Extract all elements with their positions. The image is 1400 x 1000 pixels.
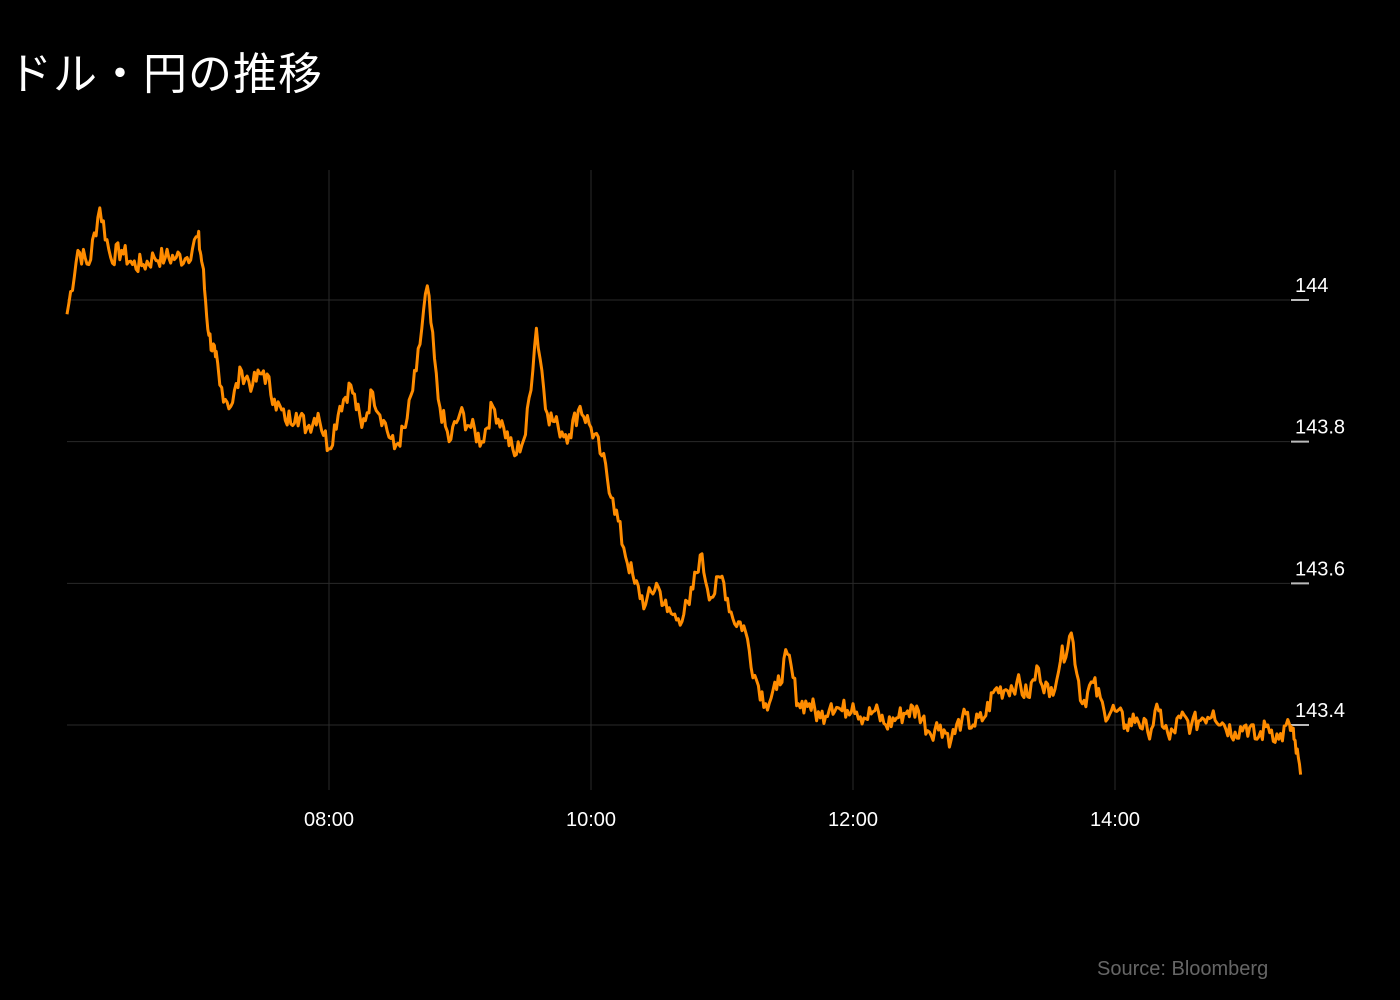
chart-title: ドル・円の推移 xyxy=(8,49,323,100)
x-tick-label: 12:00 xyxy=(828,809,878,831)
x-tick-label: 10:00 xyxy=(566,809,616,831)
y-tick-label: 143.8 xyxy=(1295,417,1345,439)
x-tick-label: 08:00 xyxy=(304,809,354,831)
y-tick-label: 143.6 xyxy=(1295,558,1345,580)
y-tick-label: 144 xyxy=(1295,275,1328,297)
y-tick-label: 143.4 xyxy=(1295,700,1345,722)
source-note: Source: Bloomberg xyxy=(1097,958,1269,980)
grid-layer xyxy=(67,170,1290,790)
axis-layer: 08:00 10:00 12:00 14:00 144 143.8 143.6 143.4 xyxy=(304,275,1345,831)
x-tick-label: 14:00 xyxy=(1090,809,1140,831)
usdjpy-price-line xyxy=(65,206,1303,775)
